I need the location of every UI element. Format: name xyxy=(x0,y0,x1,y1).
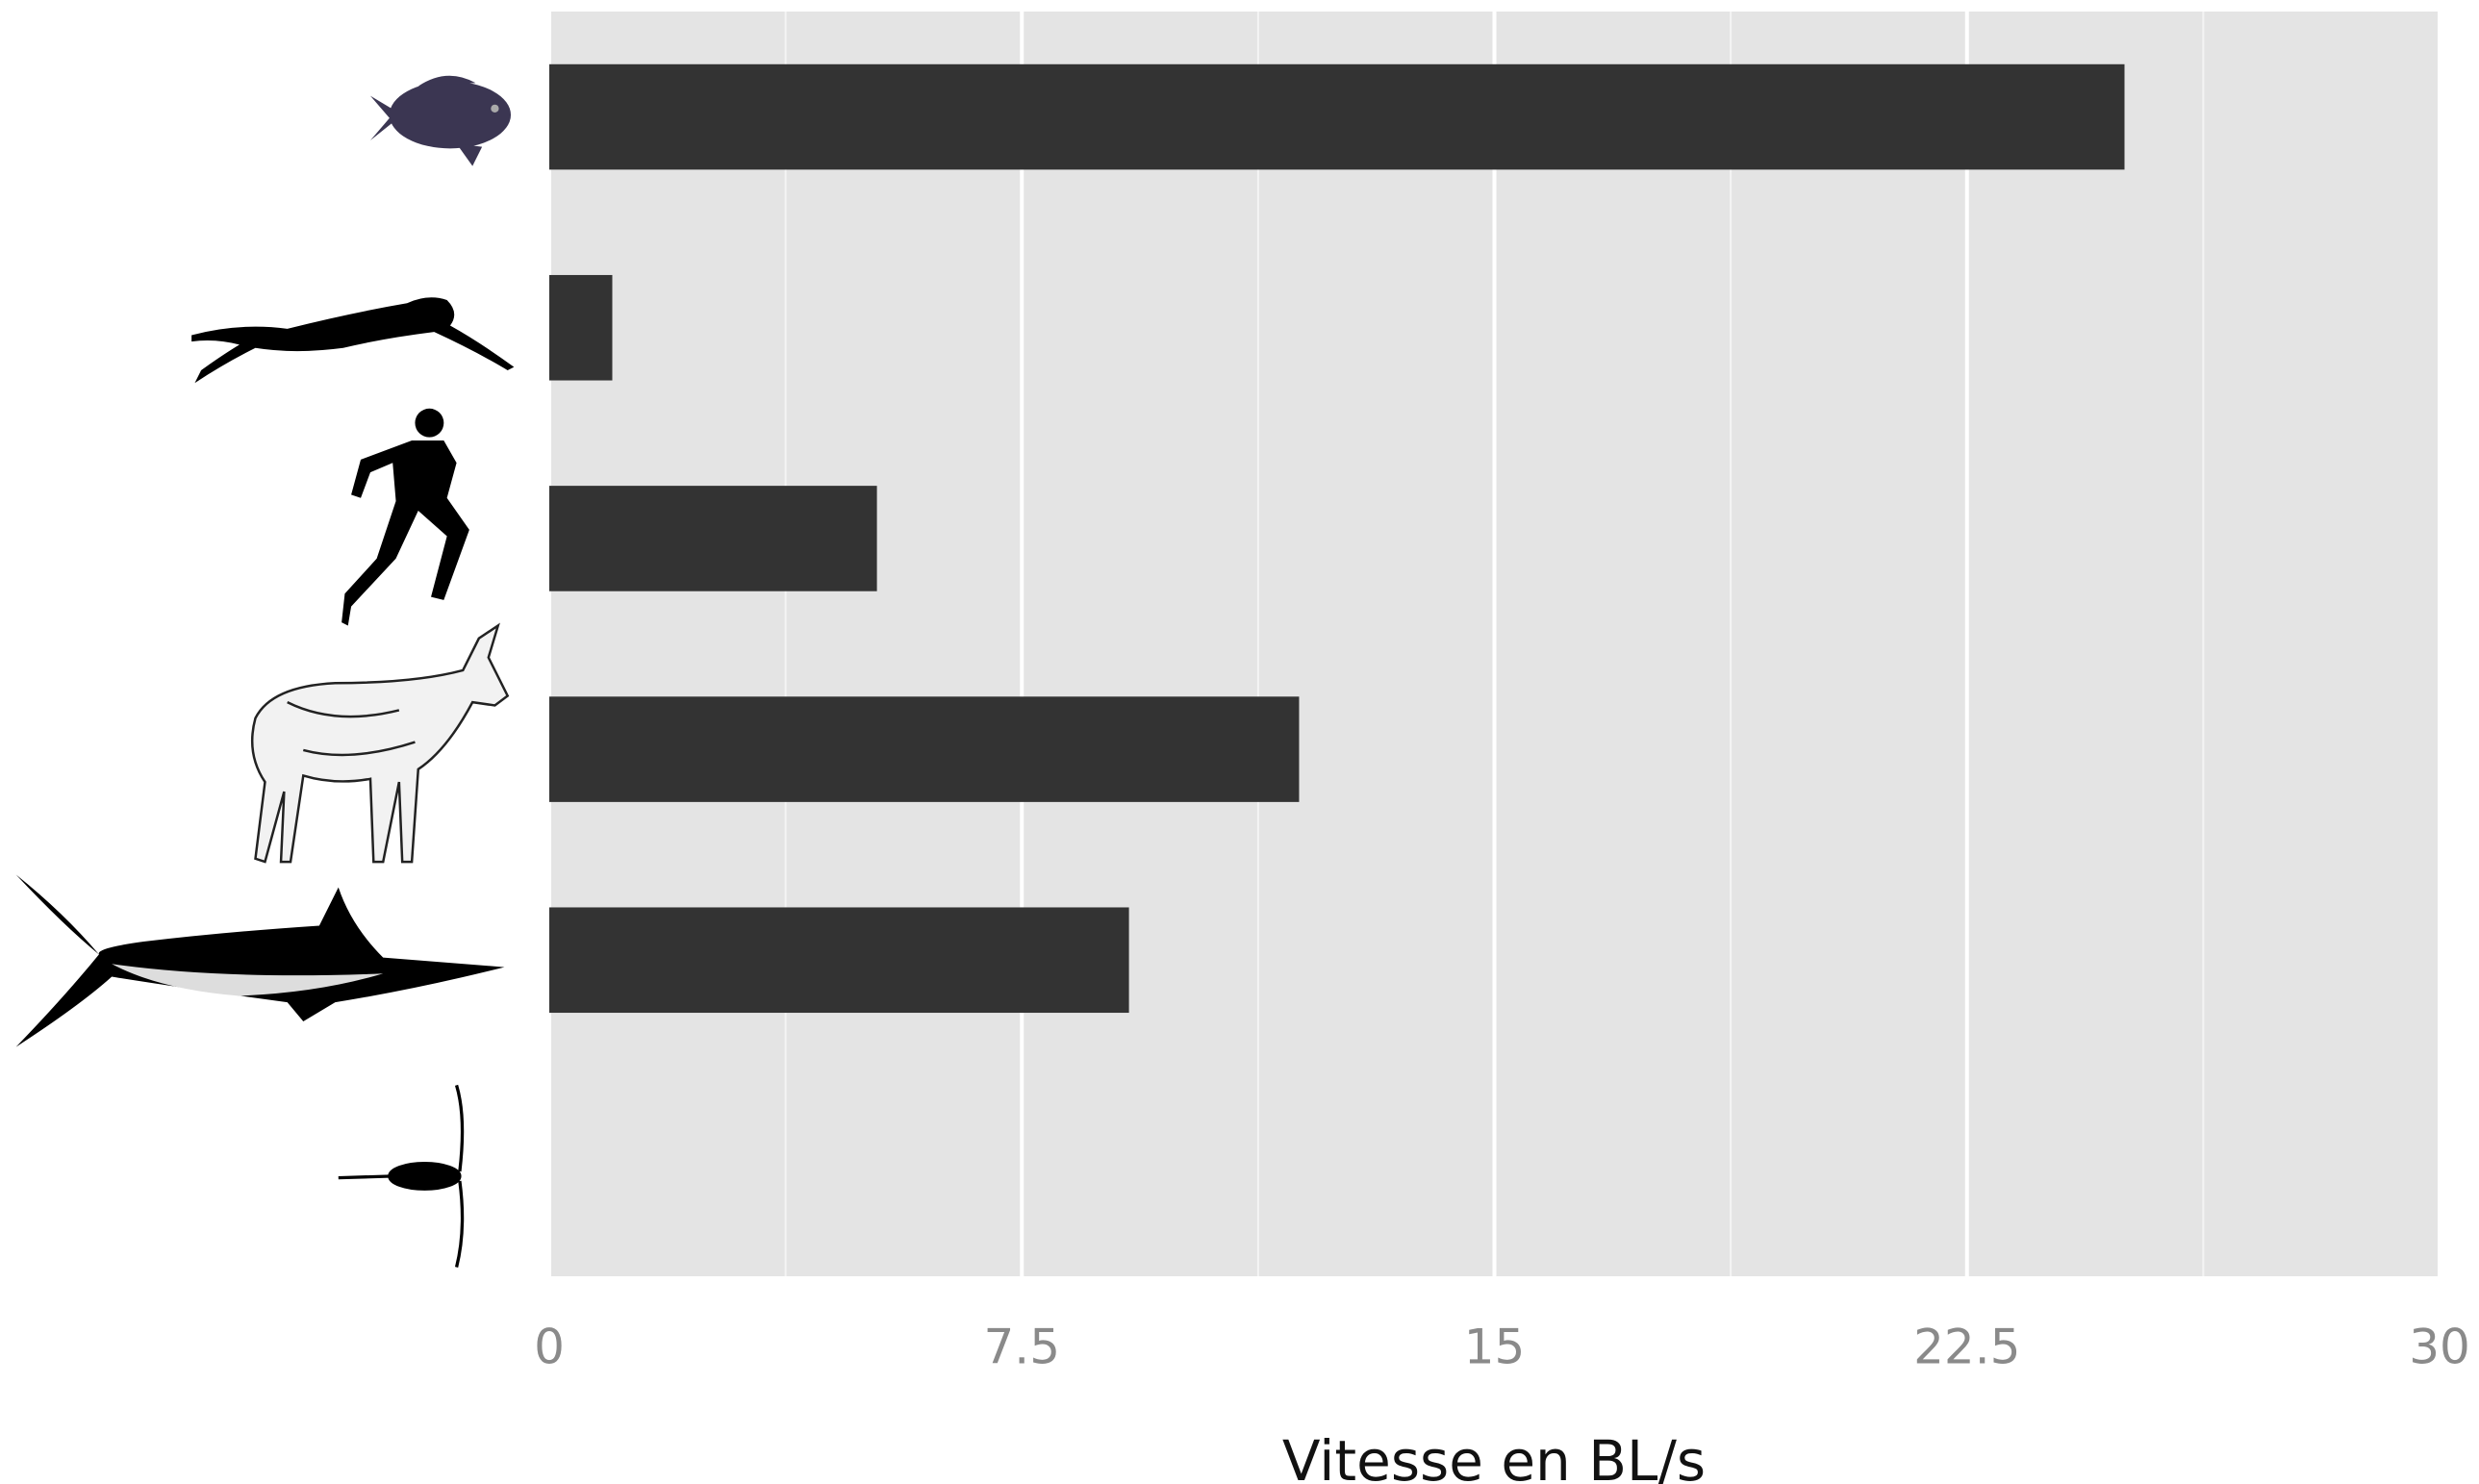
bar xyxy=(549,486,877,591)
ticks: 0 7.5 15 22.5 30 xyxy=(534,1320,2470,1375)
bar xyxy=(549,907,1129,1014)
x-tick-label: 15 xyxy=(1464,1320,1526,1375)
swimmer-icon xyxy=(191,297,515,384)
bar xyxy=(549,63,2125,170)
pronghorn-icon xyxy=(250,622,510,864)
category-icons xyxy=(15,75,515,1268)
grid xyxy=(547,12,2441,1276)
x-tick-label: 22.5 xyxy=(1913,1320,2020,1375)
fish-icon xyxy=(369,75,512,166)
copepod-icon xyxy=(338,1084,465,1268)
x-axis-title: Vitesse en BL/s xyxy=(1282,1428,1706,1484)
bar xyxy=(549,274,613,381)
x-tick-label: 30 xyxy=(2409,1320,2470,1375)
x-tick-label: 0 xyxy=(534,1320,565,1375)
marlin-icon xyxy=(15,874,505,1047)
bars xyxy=(549,63,2125,1014)
bar xyxy=(549,696,1300,802)
runner-icon xyxy=(341,408,469,626)
x-tick-label: 7.5 xyxy=(983,1320,1060,1375)
